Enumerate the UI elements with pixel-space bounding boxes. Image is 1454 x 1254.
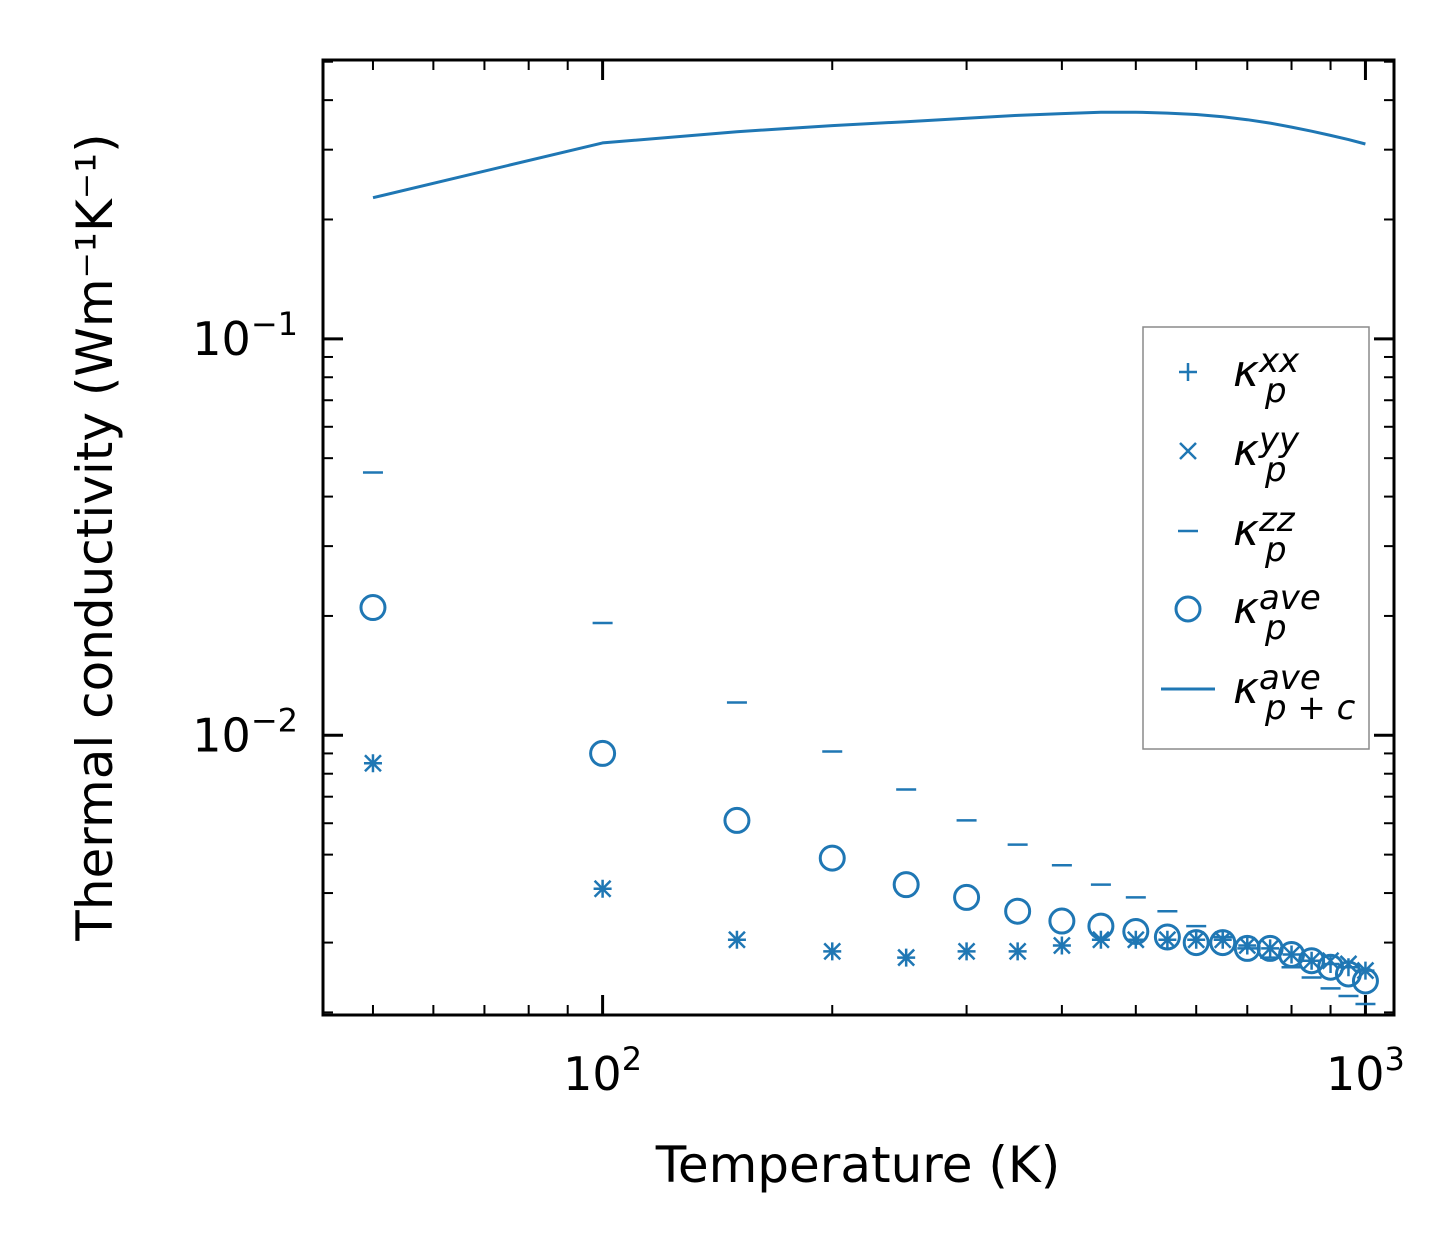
x-axis-label: Temperature (K) bbox=[655, 1136, 1060, 1194]
legend-item: κxx p bbox=[1179, 341, 1300, 411]
y-axis-label: Thermal conductivity (Wm⁻¹K⁻¹) bbox=[66, 133, 124, 941]
data-point bbox=[1209, 929, 1237, 957]
data-point bbox=[728, 930, 746, 949]
data-point bbox=[1187, 930, 1206, 949]
data-point bbox=[593, 879, 612, 898]
data-marks bbox=[359, 110, 1379, 1006]
series-line-kappa-p-c-ave bbox=[372, 110, 1366, 200]
data-point bbox=[953, 883, 981, 911]
legend-item: κzz p bbox=[1178, 500, 1296, 570]
data-point bbox=[1087, 912, 1115, 940]
legend-item: κave p bbox=[1174, 578, 1321, 648]
legend-item: κyy p bbox=[1179, 420, 1300, 490]
x-tick-label: 103 bbox=[1326, 1040, 1405, 1101]
data-point bbox=[1048, 907, 1076, 935]
y-tick-label: 10−1 bbox=[192, 305, 298, 366]
legend-label: κzz p bbox=[1233, 500, 1296, 570]
data-point bbox=[1126, 930, 1145, 949]
legend-handle bbox=[1179, 363, 1197, 381]
data-point bbox=[1158, 930, 1177, 949]
tick-labels: 102 103 10−1 10−2 bbox=[192, 305, 1405, 1101]
minor-ticks bbox=[323, 60, 1394, 1015]
legend-frame bbox=[1142, 326, 1370, 750]
series-kappa-p-zz bbox=[362, 471, 1376, 1006]
legend-label: κxx p bbox=[1233, 341, 1300, 411]
data-point bbox=[723, 806, 751, 834]
data-point bbox=[1122, 917, 1150, 945]
legend-handle bbox=[1179, 442, 1197, 460]
data-point bbox=[1261, 939, 1280, 958]
legend-item: κave p + c bbox=[1161, 658, 1356, 728]
data-point bbox=[1213, 930, 1232, 949]
data-point bbox=[1317, 953, 1345, 981]
legend-label: κave p bbox=[1233, 578, 1321, 648]
data-point bbox=[1282, 945, 1301, 964]
major-ticks bbox=[323, 60, 1394, 1015]
data-point bbox=[1052, 936, 1071, 955]
data-point bbox=[1278, 940, 1306, 968]
data-point bbox=[1334, 960, 1362, 988]
data-point bbox=[1008, 942, 1027, 961]
data-point bbox=[1351, 967, 1379, 995]
data-point bbox=[589, 739, 617, 767]
legend-label: κave p + c bbox=[1233, 658, 1356, 728]
series-kappa-p-yy bbox=[364, 754, 1375, 980]
legend: κxx p κyy p κzz p κave p κave p + c bbox=[1142, 326, 1370, 750]
data-point bbox=[818, 844, 846, 872]
legend-handle bbox=[1174, 595, 1202, 623]
data-point bbox=[1182, 929, 1210, 957]
legend-label: κyy p bbox=[1233, 420, 1300, 490]
data-point bbox=[364, 754, 382, 773]
data-point bbox=[1238, 936, 1257, 955]
data-point bbox=[892, 871, 920, 899]
data-point bbox=[359, 594, 387, 622]
plot-frame bbox=[321, 58, 1396, 1017]
data-point bbox=[957, 942, 976, 961]
data-point bbox=[1092, 930, 1110, 949]
y-tick-label: 10−2 bbox=[192, 701, 298, 762]
data-point bbox=[823, 942, 842, 961]
series-kappa-p-ave bbox=[359, 594, 1379, 995]
data-point bbox=[1298, 947, 1326, 975]
data-point bbox=[1153, 923, 1181, 951]
legend-items: κxx p κyy p κzz p κave p κave p + c bbox=[1161, 341, 1356, 728]
data-point bbox=[1004, 897, 1032, 925]
x-tick-label: 102 bbox=[563, 1040, 642, 1101]
data-point bbox=[1302, 951, 1321, 970]
data-point bbox=[897, 948, 916, 967]
